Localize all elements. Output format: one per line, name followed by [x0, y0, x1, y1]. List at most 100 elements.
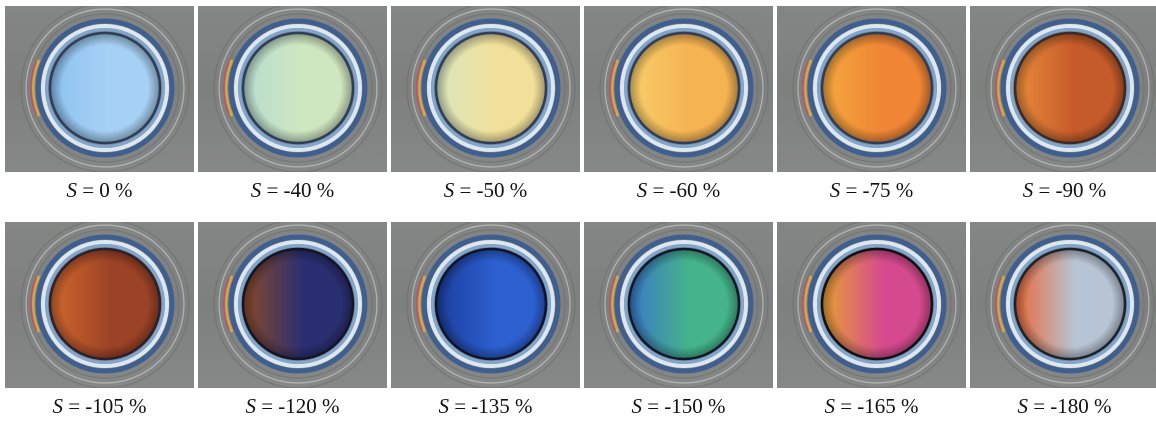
droplet-rim: [35, 234, 175, 374]
interference-ring: [792, 222, 962, 388]
rainbow-fringe: [223, 61, 230, 115]
caption-value: = -60 %: [652, 178, 721, 202]
droplet-rim-highlight: [813, 240, 941, 368]
panel-caption: S = -180 %: [970, 394, 1156, 418]
droplet-rim: [614, 234, 754, 374]
interference-ring: [411, 224, 571, 384]
droplet-rim-inner: [45, 28, 165, 148]
droplet-edge: [820, 247, 934, 361]
rainbow-fringe: [803, 275, 813, 333]
panel-image: [970, 6, 1156, 172]
rainbow-fringe: [996, 275, 1006, 333]
rainbow-fringe: [610, 275, 620, 333]
panel-caption: S = -40 %: [198, 178, 387, 202]
droplet-rim-inner: [817, 28, 937, 148]
caption-value: = -165 %: [840, 394, 919, 418]
droplet-rim-highlight: [41, 240, 169, 368]
droplet-rim-highlight: [813, 24, 941, 152]
panel-caption: S = -105 %: [5, 394, 194, 418]
droplet-rim-inner: [624, 244, 744, 364]
rainbow-fringe: [417, 59, 427, 117]
panel-image: [5, 222, 194, 388]
caption-variable: S: [443, 178, 455, 202]
interference-ring: [797, 224, 957, 384]
interference-ring: [406, 6, 576, 172]
rainbow-fringe: [609, 61, 616, 115]
caption-variable: S: [1022, 178, 1034, 202]
droplet-edge: [627, 247, 741, 361]
droplet-rim: [807, 234, 947, 374]
droplet-edge: [434, 247, 548, 361]
interference-ring: [599, 6, 769, 172]
droplet-rim-highlight: [234, 24, 362, 152]
droplet-rim-highlight: [41, 24, 169, 152]
panel-image: [584, 6, 773, 172]
panel-image: [391, 222, 580, 388]
interference-ring: [797, 8, 957, 168]
droplet-edge: [820, 31, 934, 145]
droplet-rim-inner: [238, 244, 358, 364]
panel-image: [5, 6, 194, 172]
interference-ring: [25, 224, 185, 384]
droplet-rim-inner: [238, 28, 358, 148]
rainbow-fringe: [416, 61, 423, 115]
caption-value: = -105 %: [68, 394, 147, 418]
panel-image: [198, 222, 387, 388]
droplet-edge: [627, 31, 741, 145]
droplet-shading: [1015, 33, 1125, 143]
droplet-rim-inner: [624, 28, 744, 148]
droplet-rim: [421, 234, 561, 374]
panel-caption: S = -90 %: [970, 178, 1156, 202]
caption-value: = 0 %: [82, 178, 133, 202]
droplet-edge: [48, 31, 162, 145]
droplet-rim-highlight: [427, 240, 555, 368]
droplet-rim: [35, 18, 175, 158]
droplet-rim-highlight: [1006, 24, 1134, 152]
interference-ring: [411, 8, 571, 168]
rainbow-fringe: [223, 277, 230, 331]
droplet-rim-inner: [817, 244, 937, 364]
caption-variable: S: [829, 178, 841, 202]
rainbow-fringe: [802, 277, 809, 331]
interference-ring: [25, 8, 185, 168]
caption-variable: S: [824, 394, 835, 418]
caption-variable: S: [1017, 394, 1028, 418]
interference-ring: [990, 8, 1150, 168]
interference-ring: [213, 6, 383, 172]
droplet-edge: [241, 31, 355, 145]
panel-caption: S = -50 %: [391, 178, 580, 202]
droplet-shading: [629, 33, 739, 143]
caption-variable: S: [66, 178, 77, 202]
droplet-shading: [243, 249, 353, 359]
droplet-rim: [1000, 234, 1140, 374]
rainbow-fringe: [224, 275, 234, 333]
caption-value: = -135 %: [454, 394, 533, 418]
interference-ring: [985, 222, 1155, 388]
rainbow-fringe: [30, 277, 37, 331]
interference-ring: [20, 222, 190, 388]
droplet-edge: [48, 247, 162, 361]
caption-variable: S: [631, 394, 642, 418]
interference-ring: [604, 8, 764, 168]
caption-value: = -150 %: [647, 394, 726, 418]
interference-ring: [218, 224, 378, 384]
interference-ring: [20, 6, 190, 172]
droplet-rim-highlight: [1006, 240, 1134, 368]
droplet-rim: [807, 18, 947, 158]
panel-caption: S = -150 %: [584, 394, 773, 418]
rainbow-fringe: [995, 61, 1002, 115]
panel-caption: S = -120 %: [198, 394, 387, 418]
rainbow-fringe: [609, 277, 616, 331]
interference-ring: [990, 224, 1150, 384]
droplet-rim-inner: [45, 244, 165, 364]
droplet-rim-highlight: [427, 24, 555, 152]
droplet-shading: [822, 249, 932, 359]
panel-caption: S = -75 %: [777, 178, 966, 202]
droplet-shading: [243, 33, 353, 143]
caption-value: = -180 %: [1033, 394, 1112, 418]
rainbow-fringe: [30, 61, 37, 115]
caption-variable: S: [52, 394, 63, 418]
droplet-edge: [434, 31, 548, 145]
panel-caption: S = -60 %: [584, 178, 773, 202]
droplet-edge: [1013, 31, 1127, 145]
